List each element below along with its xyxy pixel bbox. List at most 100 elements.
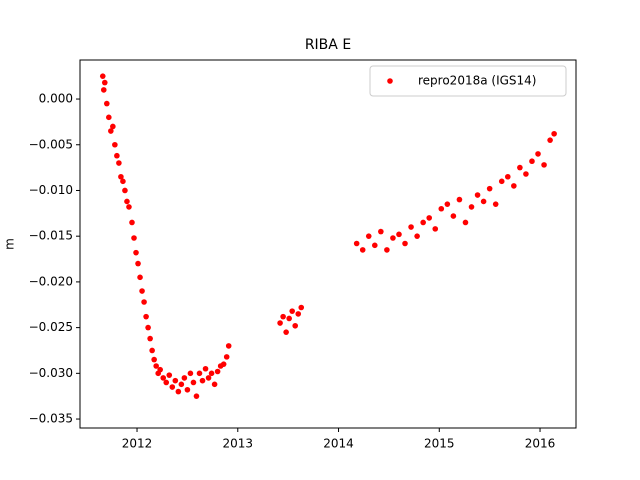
point bbox=[133, 249, 139, 256]
plot-frame bbox=[79, 59, 577, 429]
point bbox=[178, 381, 185, 388]
point bbox=[277, 320, 283, 326]
point bbox=[511, 183, 517, 189]
point bbox=[289, 308, 295, 314]
point bbox=[175, 388, 182, 395]
point bbox=[298, 304, 305, 311]
point bbox=[208, 370, 215, 377]
point bbox=[129, 219, 135, 226]
point bbox=[205, 375, 212, 381]
point bbox=[480, 198, 487, 205]
y-tick-label: −0.015 bbox=[29, 229, 73, 243]
point bbox=[295, 311, 302, 317]
point bbox=[390, 235, 396, 241]
point bbox=[220, 361, 227, 367]
point bbox=[101, 79, 108, 86]
point bbox=[492, 201, 499, 207]
point bbox=[504, 173, 511, 180]
point bbox=[498, 178, 505, 185]
point bbox=[211, 381, 218, 388]
point bbox=[163, 379, 170, 386]
point bbox=[529, 158, 535, 165]
point bbox=[141, 299, 147, 305]
point bbox=[286, 315, 292, 322]
point bbox=[541, 162, 547, 168]
point bbox=[462, 219, 469, 226]
point bbox=[122, 187, 128, 194]
y-tick-label: −0.010 bbox=[29, 183, 73, 197]
x-tick-label: 2013 bbox=[223, 437, 254, 451]
y-tick-label: 0.000 bbox=[39, 92, 73, 106]
point bbox=[523, 171, 529, 177]
point bbox=[124, 198, 130, 205]
point bbox=[166, 372, 173, 378]
point bbox=[137, 274, 143, 281]
legend-box bbox=[369, 65, 567, 97]
y-tick-label: −0.020 bbox=[29, 274, 73, 288]
point bbox=[116, 160, 122, 166]
point bbox=[190, 379, 197, 386]
point bbox=[202, 365, 209, 372]
point bbox=[199, 377, 206, 384]
point bbox=[126, 204, 132, 210]
point bbox=[153, 363, 159, 369]
point bbox=[432, 226, 439, 232]
point bbox=[118, 173, 124, 180]
point bbox=[283, 329, 289, 335]
point bbox=[114, 152, 120, 159]
point bbox=[438, 205, 445, 212]
point bbox=[157, 366, 163, 373]
point bbox=[420, 219, 426, 226]
y-tick-label: −0.035 bbox=[29, 412, 73, 426]
point bbox=[225, 343, 232, 349]
point bbox=[160, 375, 167, 381]
point bbox=[280, 313, 286, 320]
point bbox=[292, 322, 299, 329]
chart-title: RIBA E bbox=[305, 37, 351, 53]
point bbox=[384, 247, 390, 253]
point bbox=[135, 260, 141, 267]
point bbox=[112, 141, 118, 148]
point bbox=[108, 128, 114, 134]
y-tick-label: −0.030 bbox=[29, 366, 73, 380]
point bbox=[131, 235, 137, 241]
point bbox=[99, 73, 106, 79]
point bbox=[172, 377, 179, 384]
legend-marker bbox=[387, 78, 393, 84]
point bbox=[151, 356, 157, 363]
point bbox=[468, 204, 475, 210]
point bbox=[359, 247, 366, 253]
point bbox=[547, 137, 553, 143]
point bbox=[181, 375, 188, 381]
point bbox=[103, 100, 110, 107]
point bbox=[353, 240, 360, 247]
point bbox=[169, 384, 176, 390]
point bbox=[450, 213, 457, 219]
point bbox=[184, 386, 191, 393]
point bbox=[365, 233, 372, 239]
point bbox=[110, 123, 116, 130]
point bbox=[223, 354, 230, 360]
point bbox=[371, 242, 378, 249]
point bbox=[402, 240, 408, 247]
point bbox=[444, 201, 451, 207]
point bbox=[551, 130, 557, 137]
point bbox=[196, 370, 203, 377]
point bbox=[149, 347, 155, 354]
point bbox=[214, 368, 221, 375]
point bbox=[426, 215, 433, 221]
legend-label: repro2018a (IGS14) bbox=[418, 74, 536, 88]
point bbox=[193, 393, 200, 399]
x-tick-label: 2015 bbox=[424, 437, 455, 451]
x-tick-label: 2016 bbox=[525, 437, 556, 451]
y-axis-label: m bbox=[3, 238, 17, 250]
point bbox=[408, 224, 414, 230]
x-tick-label: 2012 bbox=[122, 437, 153, 451]
point bbox=[106, 114, 112, 121]
x-tick-label: 2014 bbox=[323, 437, 354, 451]
point bbox=[378, 228, 384, 235]
point bbox=[474, 192, 481, 198]
point bbox=[100, 87, 107, 93]
point bbox=[139, 288, 145, 294]
